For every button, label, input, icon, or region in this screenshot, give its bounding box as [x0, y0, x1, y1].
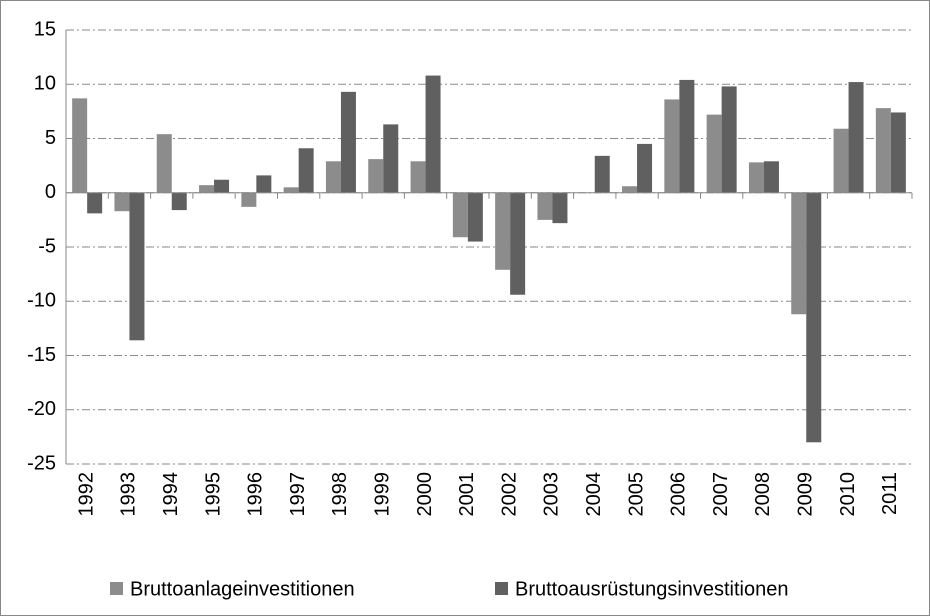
legend-label: Bruttoanlageinvestitionen [130, 578, 355, 600]
bar [848, 82, 864, 193]
bar [72, 98, 88, 193]
bar [383, 124, 399, 193]
bar [806, 192, 822, 443]
bar [875, 108, 891, 193]
bar [325, 161, 341, 193]
bar [622, 186, 638, 193]
x-tick-label: 1998 [329, 472, 351, 517]
x-tick-label: 1994 [160, 472, 182, 517]
y-tick-label: -20 [27, 398, 56, 420]
bar [283, 187, 299, 193]
y-tick-label: 5 [45, 127, 56, 149]
bar [495, 192, 511, 270]
x-tick-label: 2000 [414, 472, 436, 517]
x-tick-label: 1992 [75, 472, 97, 517]
bar [706, 114, 722, 193]
bar [890, 112, 906, 193]
bar [721, 86, 737, 193]
x-tick-label: 2008 [752, 472, 774, 517]
legend-label: Bruttoausrüstungsinvestitionen [515, 578, 789, 600]
x-tick-label: 2009 [795, 472, 817, 517]
bar [256, 175, 272, 193]
bar [452, 192, 468, 238]
bar [340, 91, 356, 193]
bar [679, 79, 695, 193]
bar [763, 161, 779, 193]
bar [748, 162, 764, 193]
y-tick-label: 0 [45, 181, 56, 203]
bar [510, 192, 526, 295]
x-tick-label: 2004 [583, 472, 605, 517]
legend-swatch [110, 582, 123, 595]
y-tick-label: -10 [27, 290, 56, 312]
y-tick-label: -25 [27, 452, 56, 474]
x-tick-label: 1993 [118, 472, 140, 517]
bar [410, 161, 426, 193]
x-tick-label: 2003 [541, 472, 563, 517]
x-tick-label: 2006 [668, 472, 690, 517]
y-tick-label: 10 [34, 73, 56, 95]
bar [87, 192, 103, 214]
bar [664, 99, 680, 193]
bar [594, 155, 610, 193]
bar [298, 148, 314, 193]
bar [467, 192, 483, 242]
bar [637, 143, 653, 193]
x-tick-label: 1999 [372, 472, 394, 517]
x-tick-label: 2001 [456, 472, 478, 517]
x-tick-label: 2011 [879, 472, 901, 515]
legend-swatch [495, 582, 508, 595]
y-tick-label: -15 [27, 344, 56, 366]
bar [214, 179, 230, 193]
x-tick-label: 1996 [245, 472, 267, 517]
bar [171, 192, 187, 211]
bar [791, 192, 807, 315]
x-tick-label: 2007 [710, 472, 732, 517]
bar [129, 192, 145, 341]
bar [156, 134, 172, 193]
x-tick-label: 2010 [837, 472, 859, 517]
bar [537, 192, 553, 220]
x-tick-label: 2005 [625, 472, 647, 517]
bar [552, 192, 568, 224]
y-tick-label: -5 [38, 235, 56, 257]
bar [368, 159, 384, 193]
bar [199, 185, 215, 193]
bar [425, 75, 441, 193]
bar [241, 192, 257, 207]
bar [114, 192, 130, 212]
bar [833, 128, 849, 193]
x-tick-label: 2002 [498, 472, 520, 517]
x-tick-label: 1997 [287, 472, 309, 517]
y-tick-label: 15 [34, 18, 56, 40]
x-tick-label: 1995 [202, 472, 224, 517]
